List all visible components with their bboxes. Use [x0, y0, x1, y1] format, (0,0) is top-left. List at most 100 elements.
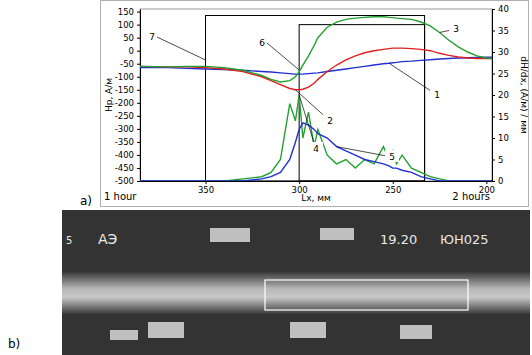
y-tick-label: 150	[118, 7, 134, 17]
x-tick: 250	[385, 181, 401, 195]
y-tick-label: -300	[115, 124, 134, 134]
y-tick: -50	[120, 59, 140, 69]
leader-line	[337, 147, 392, 157]
y-tick-mark	[137, 181, 140, 182]
y-tick-mark	[137, 90, 140, 91]
callout-label: 4	[313, 144, 319, 154]
y-tick: -250	[115, 111, 140, 121]
callout-label: 5	[389, 152, 395, 162]
plot-frame	[140, 9, 492, 181]
y2-tick-mark	[492, 95, 495, 96]
y2-tick-mark	[492, 52, 495, 53]
x-tick-label: 350	[198, 185, 214, 195]
y-axis-line	[140, 10, 141, 182]
y-tick-label: -150	[115, 85, 134, 95]
highlight-box	[265, 280, 468, 310]
film-text: 19.20	[380, 232, 417, 247]
y2-axis-title: dH/dx, (A/м) / мм	[519, 56, 529, 134]
y2-tick: 20	[492, 90, 509, 100]
y-tick-label: -500	[115, 176, 134, 186]
y2-tick-label: 5	[498, 155, 503, 165]
x-tick-label: 250	[385, 185, 401, 195]
marker	[148, 322, 184, 338]
callout-box	[323, 114, 337, 126]
y-tick: -450	[115, 163, 140, 173]
y2-tick: 5	[492, 155, 503, 165]
series-line	[140, 17, 492, 82]
y2-tick: 40	[492, 4, 509, 14]
y-tick-mark	[137, 12, 140, 13]
panel-label: b)	[8, 337, 20, 351]
y2-axis: 0 5 10 15 20 25 30 35 40	[492, 4, 509, 186]
y2-tick-mark	[492, 74, 495, 75]
marker	[320, 228, 354, 240]
y-tick: -150	[115, 85, 140, 95]
y2-tick: 35	[492, 26, 509, 36]
y-tick-mark	[137, 155, 140, 156]
x-tick-mark	[393, 181, 394, 184]
film-text: ЮН025	[440, 232, 489, 247]
series-line	[140, 123, 492, 181]
marker	[210, 228, 250, 242]
y-axis-title: Hp, A/м	[104, 78, 114, 112]
y-tick-mark	[137, 64, 140, 65]
callout-box	[385, 150, 399, 162]
leader-line	[389, 63, 437, 95]
y-tick: -300	[115, 124, 140, 134]
y-tick-label: 100	[118, 20, 134, 30]
y2-tick-label: 30	[498, 47, 509, 57]
y2-tick: 25	[492, 69, 509, 79]
callout-box	[309, 142, 323, 154]
callout-label: 6	[259, 38, 265, 48]
y-tick: 50	[123, 33, 140, 43]
annotation: 1 hour	[104, 191, 137, 202]
marker	[290, 322, 326, 338]
y2-tick-mark	[492, 138, 495, 139]
y-tick-mark	[137, 168, 140, 169]
y2-tick: 30	[492, 47, 509, 57]
y-tick-mark	[137, 142, 140, 143]
y2-tick-label: 15	[498, 112, 509, 122]
y2-tick-label: 35	[498, 26, 509, 36]
y2-tick-label: 25	[498, 69, 509, 79]
zone	[206, 16, 425, 181]
y-tick: -400	[115, 150, 140, 160]
y-tick: 0	[129, 46, 140, 56]
radiograph: 5АЭ19.20ЮН025	[62, 210, 530, 355]
y2-tick: 10	[492, 133, 509, 143]
y-tick: 150	[118, 7, 140, 17]
callout-label: 7	[149, 32, 155, 42]
film-text: 5	[66, 235, 72, 246]
y-tick-label: -50	[120, 59, 134, 69]
callout-label: 3	[453, 24, 459, 34]
marker	[110, 330, 138, 340]
y-tick-label: 50	[123, 33, 134, 43]
leader-line	[157, 37, 206, 60]
y-tick-mark	[137, 116, 140, 117]
y-tick-mark	[137, 38, 140, 39]
x-tick-mark	[486, 181, 487, 184]
y2-tick-label: 40	[498, 4, 509, 14]
film	[62, 210, 530, 355]
y2-tick-mark	[492, 9, 495, 10]
y-tick-mark	[137, 103, 140, 104]
y-tick-label: -200	[115, 98, 134, 108]
figure: -500-450-400-350-300-250-200-150-100-500…	[0, 0, 532, 355]
y2-tick-mark	[492, 160, 495, 161]
y-tick-mark	[137, 25, 140, 26]
y-tick-mark	[137, 129, 140, 130]
leader-line	[267, 43, 299, 70]
callout-box	[430, 88, 444, 100]
y2-tick-mark	[492, 31, 495, 32]
plot-marks	[140, 16, 492, 181]
callout-box	[449, 22, 463, 34]
y-tick-label: -250	[115, 111, 134, 121]
y-tick-mark	[137, 51, 140, 52]
y-tick: -100	[115, 72, 140, 82]
y-tick: 100	[118, 20, 140, 30]
y-tick-label: -350	[115, 137, 134, 147]
annotation: 2 hours	[452, 191, 490, 202]
y2-tick-label: 0	[498, 176, 503, 186]
y-tick: -500	[115, 176, 140, 186]
y2-tick-label: 10	[498, 133, 509, 143]
